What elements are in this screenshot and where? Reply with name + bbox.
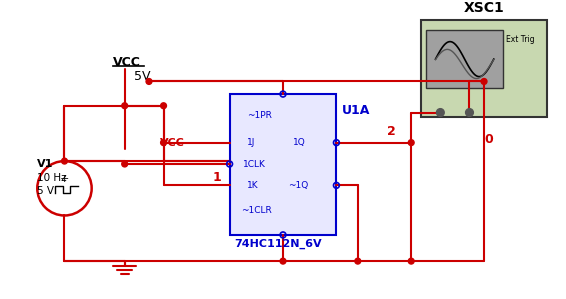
Text: 10 Hz: 10 Hz: [37, 173, 67, 182]
Text: ~1Q: ~1Q: [288, 181, 308, 190]
Text: 1K: 1K: [247, 181, 259, 190]
Circle shape: [62, 158, 67, 164]
Circle shape: [161, 103, 166, 109]
Circle shape: [408, 258, 414, 264]
Text: 2: 2: [387, 125, 396, 138]
Text: ~1PR: ~1PR: [247, 111, 272, 120]
Circle shape: [408, 140, 414, 146]
Circle shape: [122, 103, 127, 109]
Text: ~1CLR: ~1CLR: [241, 206, 272, 215]
Circle shape: [146, 79, 152, 84]
Text: VCC: VCC: [113, 56, 141, 68]
Circle shape: [280, 258, 286, 264]
Text: XSC1: XSC1: [464, 1, 504, 16]
Circle shape: [355, 258, 361, 264]
Text: 1J: 1J: [247, 138, 255, 147]
FancyBboxPatch shape: [421, 20, 547, 118]
Text: 1Q: 1Q: [293, 138, 306, 147]
Circle shape: [466, 109, 473, 116]
Circle shape: [161, 140, 166, 146]
Text: V1: V1: [37, 159, 54, 169]
FancyBboxPatch shape: [426, 30, 504, 88]
Text: Ext Trig: Ext Trig: [505, 35, 534, 44]
Text: U1A: U1A: [342, 104, 371, 117]
Text: +: +: [60, 174, 69, 184]
Circle shape: [436, 109, 444, 116]
Text: VCC: VCC: [160, 138, 185, 148]
Text: 5V: 5V: [134, 70, 151, 83]
Circle shape: [122, 161, 127, 167]
Text: 5 V: 5 V: [37, 186, 54, 196]
Text: 0: 0: [484, 133, 493, 146]
Text: 1: 1: [212, 172, 221, 184]
Circle shape: [481, 79, 487, 84]
FancyBboxPatch shape: [230, 94, 336, 235]
Text: 74HC112N_6V: 74HC112N_6V: [234, 239, 322, 249]
Text: 1CLK: 1CLK: [243, 159, 266, 169]
